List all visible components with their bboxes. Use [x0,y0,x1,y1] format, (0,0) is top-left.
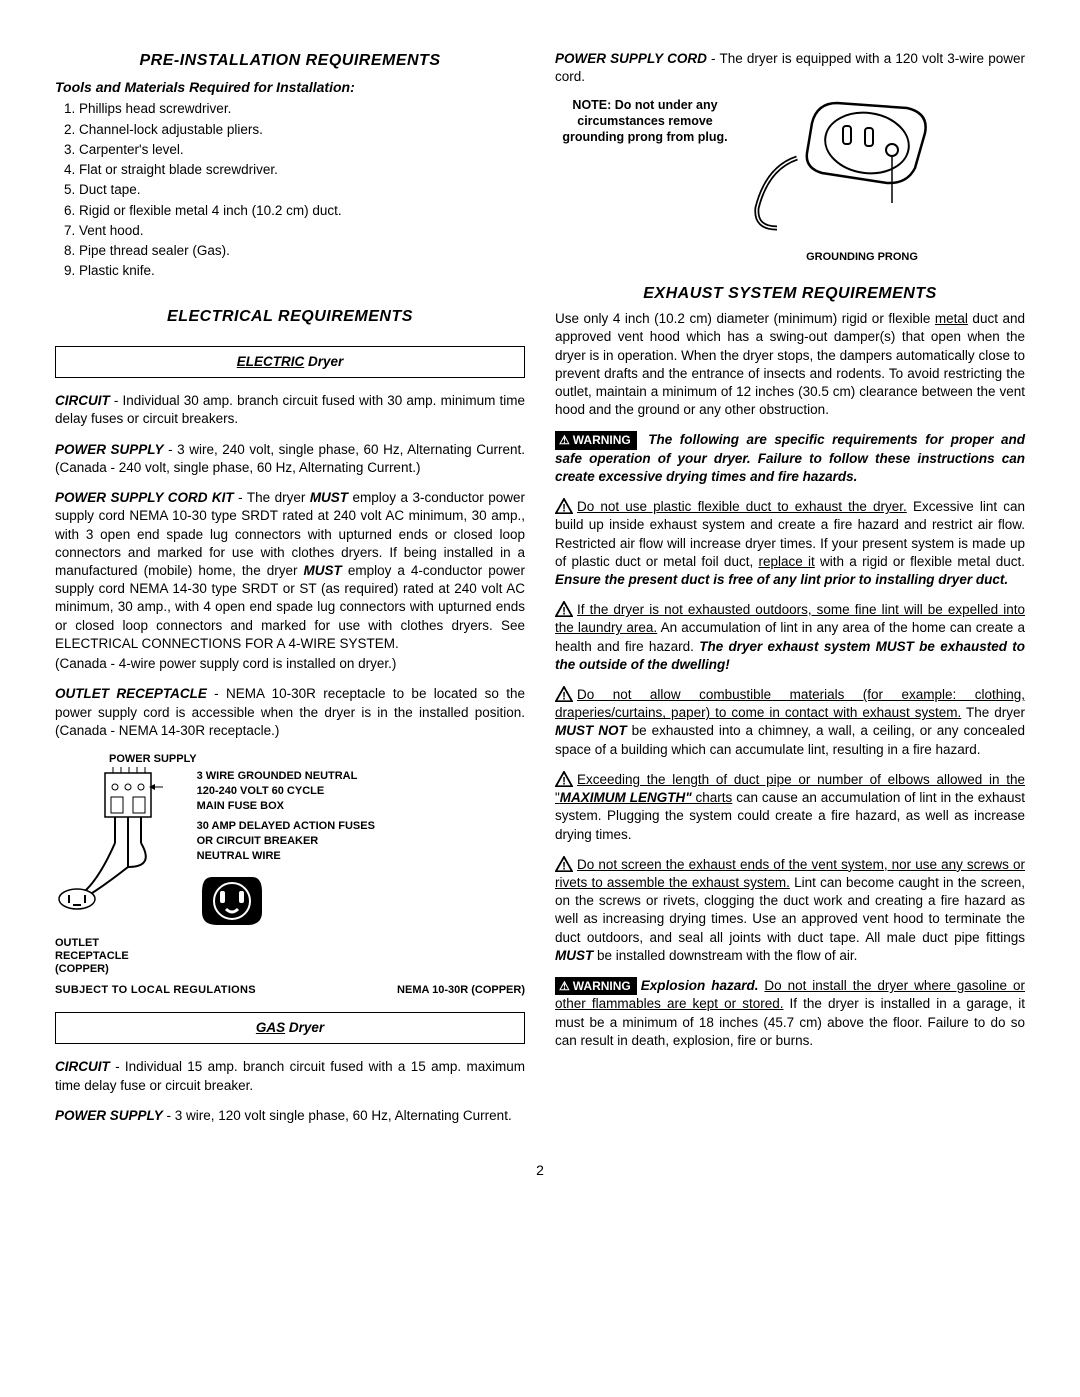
outlet-receptacle-label: OUTLET RECEPTACLE (COPPER) [55,937,165,975]
warning-icon: ! [555,686,573,702]
explosion-label: Explosion hazard. [641,978,759,993]
plug-icon [747,98,977,238]
electric-circuit-text: - Individual 30 amp. branch circuit fuse… [55,393,525,426]
w5-must: MUST [555,948,593,963]
electric-dryer-box: ELECTRIC Dryer [55,346,525,378]
wiring-diagram-icon [55,767,185,917]
list-item: Flat or straight blade screwdriver. [79,161,525,179]
w3-mustnot: MUST NOT [555,723,627,738]
gas-circuit-para: CIRCUIT - Individual 15 amp. branch circ… [55,1058,525,1094]
psck-para: POWER SUPPLY CORD KIT - The dryer MUST e… [55,489,525,653]
warning-3: !Do not allow combustible materials (for… [555,686,1025,759]
must2: MUST [304,563,342,578]
warning-icon: ! [555,856,573,872]
preinstall-title: PRE-INSTALLATION REQUIREMENTS [55,50,525,72]
electric-box-suffix: Dryer [304,354,343,369]
gas-circuit-text: - Individual 15 amp. branch circuit fuse… [55,1059,525,1092]
diagram-label: 30 AMP DELAYED ACTION FUSES [197,820,375,833]
power-supply-label: POWER SUPPLY [55,1108,163,1123]
warning-2: !If the dryer is not exhausted outdoors,… [555,601,1025,674]
cord-note: NOTE: Do not under any circumstances rem… [555,98,735,145]
circuit-label: CIRCUIT [55,1059,110,1074]
power-supply-diagram: POWER SUPPLY [55,752,525,998]
diagram-label: 120-240 VOLT 60 CYCLE [197,785,375,798]
w1-c: Ensure the present duct is free of any l… [555,572,1008,587]
warning-icon: ! [555,771,573,787]
svg-text:!: ! [562,691,566,703]
exhaust-intro-metal: metal [935,311,968,326]
exhaust-intro-b: duct and approved vent hood which has a … [555,311,1025,417]
tools-list: Phillips head screwdriver. Channel-lock … [79,100,525,280]
plug-diagram: GROUNDING PRONG [747,98,977,264]
gas-dryer-box: GAS Dryer [55,1012,525,1044]
w1-u: Do not use plastic flexible duct to exha… [577,499,907,514]
diagram-label: OR CIRCUIT BREAKER [197,835,375,848]
svg-text:!: ! [562,503,566,515]
gas-ps-para: POWER SUPPLY - 3 wire, 120 volt single p… [55,1107,525,1125]
warning-badge: WARNING [555,431,637,449]
svg-text:!: ! [562,775,566,787]
exhaust-intro-a: Use only 4 inch (10.2 cm) diameter (mini… [555,311,935,326]
exhaust-intro: Use only 4 inch (10.2 cm) diameter (mini… [555,310,1025,419]
w3-u: Do not allow combustible materials (for … [555,687,1025,720]
outlet-para: OUTLET RECEPTACLE - NEMA 10-30R receptac… [55,685,525,740]
list-item: Plastic knife. [79,262,525,280]
electrical-title: ELECTRICAL REQUIREMENTS [55,306,525,328]
psck-canada: (Canada - 4-wire power supply cord is in… [55,655,525,673]
psck-a: - The dryer [234,490,310,505]
psck-label: POWER SUPPLY CORD KIT [55,490,234,505]
circuit-label: CIRCUIT [55,393,110,408]
tools-header: Tools and Materials Required for Install… [55,78,525,97]
page-number: 2 [55,1161,1025,1180]
w5-b: be installed downstream with the flow of… [593,948,857,963]
gas-box-suffix: Dryer [285,1020,324,1035]
w3-a: The dryer [961,705,1025,720]
w4-max: MAXIMUM LENGTH" [560,790,692,805]
diagram-label: 3 WIRE GROUNDED NEUTRAL [197,770,375,783]
warning-icon: ! [555,601,573,617]
warning-4: !Exceeding the length of duct pipe or nu… [555,771,1025,844]
page-layout: PRE-INSTALLATION REQUIREMENTS Tools and … [55,50,1025,1137]
psc-label: POWER SUPPLY CORD [555,51,707,66]
cord-figure: NOTE: Do not under any circumstances rem… [555,98,1025,264]
right-column: POWER SUPPLY CORD - The dryer is equippe… [555,50,1025,1137]
exhaust-title: EXHAUST SYSTEM REQUIREMENTS [555,283,1025,305]
subject-label: SUBJECT TO LOCAL REGULATIONS [55,983,256,998]
diagram-label: NEUTRAL WIRE [197,850,375,863]
explosion-warning: WARNINGExplosion hazard. Do not install … [555,977,1025,1050]
power-supply-label: POWER SUPPLY [55,442,164,457]
warning-1: ! Do not use plastic flexible duct to exh… [555,498,1025,589]
gas-box-prefix: GAS [256,1020,285,1035]
psc-para: POWER SUPPLY CORD - The dryer is equippe… [555,50,1025,86]
list-item: Pipe thread sealer (Gas). [79,242,525,260]
w1-replace: replace it [758,554,814,569]
nema-plug-icon [197,867,267,927]
left-column: PRE-INSTALLATION REQUIREMENTS Tools and … [55,50,525,1137]
ps-title: POWER SUPPLY [109,752,197,767]
warning-badge: WARNING [555,977,637,995]
svg-text:!: ! [562,860,566,872]
list-item: Channel-lock adjustable pliers. [79,121,525,139]
list-item: Rigid or flexible metal 4 inch (10.2 cm)… [79,202,525,220]
list-item: Vent hood. [79,222,525,240]
electric-circuit-para: CIRCUIT - Individual 30 amp. branch circ… [55,392,525,428]
list-item: Phillips head screwdriver. [79,100,525,118]
svg-text:!: ! [562,606,566,618]
list-item: Duct tape. [79,181,525,199]
diagram-label: MAIN FUSE BOX [197,800,375,813]
grounding-prong-label: GROUNDING PRONG [747,250,977,265]
nema-label: NEMA 10-30R (COPPER) [355,983,525,998]
electric-ps-para: POWER SUPPLY - 3 wire, 240 volt, single … [55,441,525,477]
w1-b: with a rigid or flexible metal duct. [815,554,1025,569]
warning-intro-para: WARNING The following are specific requi… [555,431,1025,486]
w4-a-u: charts [692,790,733,805]
gas-ps-text: - 3 wire, 120 volt single phase, 60 Hz, … [163,1108,512,1123]
must1: MUST [310,490,348,505]
warning-5: !Do not screen the exhaust ends of the v… [555,856,1025,965]
warning-icon: ! [555,498,573,514]
ps-labels: 3 WIRE GROUNDED NEUTRAL 120-240 VOLT 60 … [197,770,375,933]
list-item: Carpenter's level. [79,141,525,159]
electric-box-prefix: ELECTRIC [237,354,305,369]
outlet-label: OUTLET RECEPTACLE [55,686,207,701]
